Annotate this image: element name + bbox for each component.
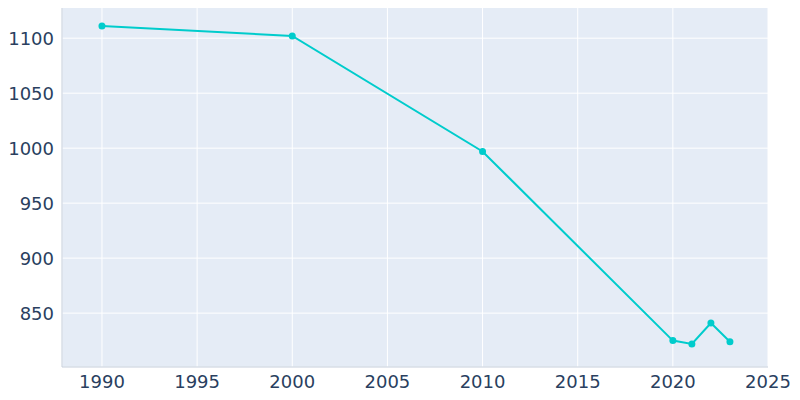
svg-text:1050: 1050 (8, 83, 54, 104)
svg-text:2000: 2000 (269, 371, 315, 392)
svg-text:2020: 2020 (650, 371, 696, 392)
svg-text:950: 950 (20, 193, 54, 214)
svg-text:1995: 1995 (174, 371, 220, 392)
svg-text:850: 850 (20, 303, 54, 324)
svg-text:2015: 2015 (555, 371, 601, 392)
svg-text:2010: 2010 (460, 371, 506, 392)
svg-text:1990: 1990 (79, 371, 125, 392)
svg-text:2025: 2025 (745, 371, 791, 392)
svg-text:900: 900 (20, 248, 54, 269)
svg-text:2005: 2005 (365, 371, 411, 392)
svg-text:1100: 1100 (8, 28, 54, 49)
svg-text:1000: 1000 (8, 138, 54, 159)
